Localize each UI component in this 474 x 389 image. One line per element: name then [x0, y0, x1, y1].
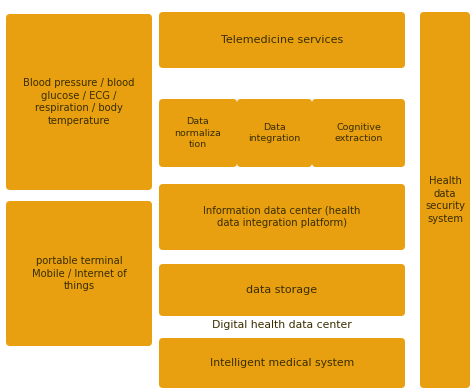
FancyBboxPatch shape — [159, 264, 405, 316]
Text: Information data center (health
data integration platform): Information data center (health data int… — [203, 206, 361, 228]
FancyBboxPatch shape — [6, 201, 152, 346]
Text: Health
data
security
system: Health data security system — [425, 176, 465, 224]
FancyBboxPatch shape — [312, 99, 405, 167]
Text: Cognitive
extraction: Cognitive extraction — [334, 123, 383, 143]
Text: Data
integration: Data integration — [248, 123, 301, 143]
Text: Digital health data center: Digital health data center — [212, 320, 352, 330]
Text: data storage: data storage — [246, 285, 318, 295]
FancyBboxPatch shape — [6, 14, 152, 190]
FancyBboxPatch shape — [159, 338, 405, 388]
FancyBboxPatch shape — [159, 184, 405, 250]
FancyBboxPatch shape — [159, 99, 237, 167]
FancyBboxPatch shape — [237, 99, 312, 167]
Text: Blood pressure / blood
glucose / ECG /
respiration / body
temperature: Blood pressure / blood glucose / ECG / r… — [23, 79, 135, 126]
FancyBboxPatch shape — [159, 12, 405, 68]
Text: Telemedicine services: Telemedicine services — [221, 35, 343, 45]
FancyBboxPatch shape — [420, 12, 470, 388]
Text: Intelligent medical system: Intelligent medical system — [210, 358, 354, 368]
Text: Data
normaliza
tion: Data normaliza tion — [174, 117, 221, 149]
Text: portable terminal
Mobile / Internet of
things: portable terminal Mobile / Internet of t… — [32, 256, 127, 291]
